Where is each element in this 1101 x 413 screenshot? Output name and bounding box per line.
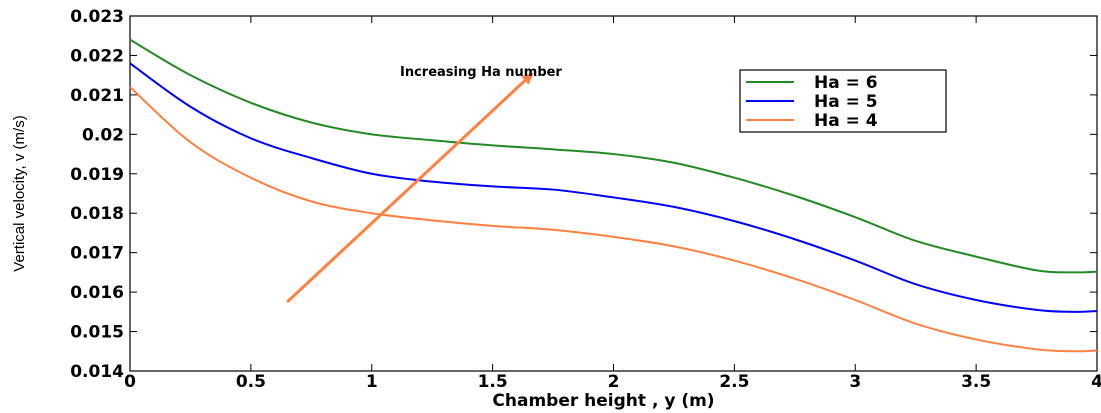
x-tick-label: 4 <box>1091 372 1101 392</box>
x-tick-label: 2 <box>608 372 620 392</box>
x-tick-label: 1.5 <box>478 372 508 392</box>
plot-frame <box>129 15 1098 372</box>
legend: Ha = 6Ha = 5Ha = 4 <box>739 69 947 133</box>
series-line-0 <box>129 38 1098 274</box>
x-tick-label: 0.5 <box>236 372 266 392</box>
y-tick-label: 0.02 <box>82 125 124 145</box>
y-tick-label: 0.017 <box>70 244 124 264</box>
legend-label-1: Ha = 5 <box>814 92 878 112</box>
y-tick-label: 0.015 <box>70 323 124 343</box>
axes: 0 0.5 1 1.5 2 2.5 3 3.5 4 0.014 0.015 0.016 0.017 0.0… <box>70 7 1101 392</box>
annotation-arrowhead <box>521 72 534 85</box>
legend-label-2: Ha = 4 <box>814 111 878 131</box>
y-tick-label: 0.018 <box>70 204 124 224</box>
series-line-2 <box>129 86 1098 353</box>
plot-area <box>129 15 1098 372</box>
annotation: Increasing Ha number <box>286 65 562 304</box>
y-tick-label: 0.014 <box>70 362 124 382</box>
annotation-label: Increasing Ha number <box>400 65 562 80</box>
y-tick-label: 0.016 <box>70 283 124 303</box>
x-tick-label: 1 <box>366 372 378 392</box>
x-tick-label: 3 <box>849 372 861 392</box>
series-lines <box>129 38 1098 353</box>
y-tick-label: 0.019 <box>70 165 124 185</box>
series-line-1 <box>129 62 1098 313</box>
annotation-arrow <box>286 79 526 304</box>
y-axis-title: Vertical velocity, v (m/s) <box>11 115 28 271</box>
y-tick-label: 0.023 <box>70 7 124 27</box>
x-axis-title: Chamber height , y (m) <box>492 391 714 411</box>
y-tick-label: 0.021 <box>70 86 124 106</box>
legend-label-0: Ha = 6 <box>814 73 878 93</box>
x-tick-label: 3.5 <box>961 372 991 392</box>
x-tick-label: 0 <box>124 372 136 392</box>
y-tick-label: 0.022 <box>70 46 124 66</box>
x-tick-label: 2.5 <box>719 372 749 392</box>
